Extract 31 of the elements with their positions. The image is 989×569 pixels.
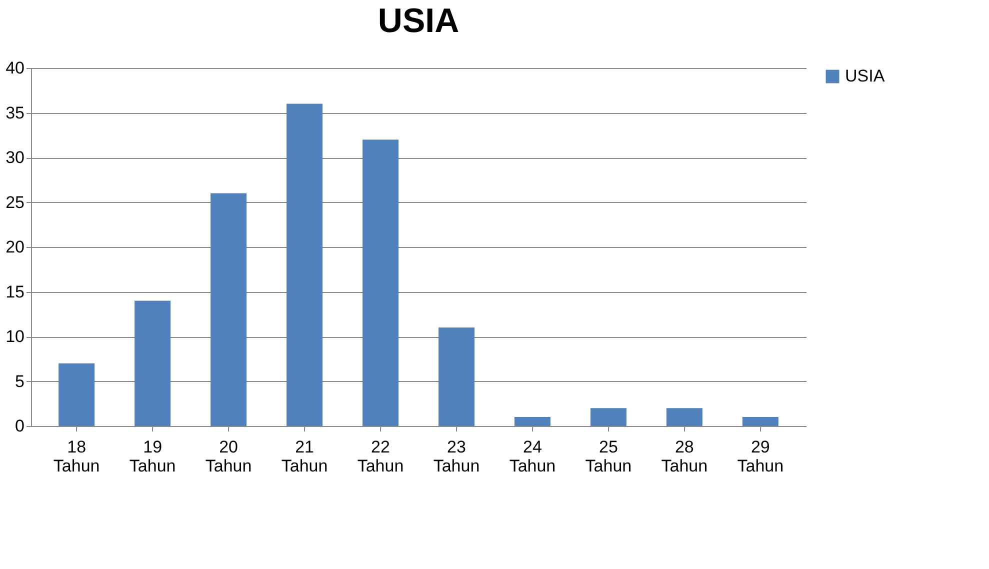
x-tick-label: 19 Tahun bbox=[129, 438, 176, 476]
y-tick-label: 5 bbox=[15, 372, 24, 391]
bar bbox=[210, 193, 247, 426]
bar bbox=[590, 408, 626, 426]
x-tick-label: 25 Tahun bbox=[585, 438, 632, 476]
y-tick-label: 40 bbox=[6, 58, 24, 78]
bar bbox=[666, 408, 702, 426]
y-tick-label: 35 bbox=[6, 103, 24, 122]
x-tick-label: 22 Tahun bbox=[357, 438, 404, 476]
bar bbox=[438, 328, 474, 426]
y-tick-label: 15 bbox=[6, 282, 24, 302]
x-tick-label: 20 Tahun bbox=[205, 438, 252, 476]
legend-label: USIA bbox=[845, 66, 886, 86]
x-tick-label: 23 Tahun bbox=[433, 438, 480, 476]
y-tick-label: 25 bbox=[6, 192, 24, 212]
y-tick-label: 30 bbox=[6, 148, 24, 167]
bar bbox=[362, 140, 399, 426]
x-tick-label: 29 Tahun bbox=[737, 438, 784, 476]
x-tick-label: 28 Tahun bbox=[661, 438, 708, 476]
y-tick-label: 10 bbox=[6, 327, 24, 346]
bar bbox=[134, 300, 171, 426]
bar bbox=[286, 104, 323, 426]
y-tick-label: 20 bbox=[6, 238, 24, 256]
bar bbox=[742, 417, 778, 426]
x-tick-label: 24 Tahun bbox=[509, 438, 556, 476]
x-tick-label: 18 Tahun bbox=[53, 438, 100, 476]
x-tick-label: 21 Tahun bbox=[281, 438, 328, 476]
y-tick-label: 0 bbox=[15, 416, 24, 436]
bar bbox=[514, 417, 550, 426]
chart-title: USIA bbox=[378, 2, 460, 40]
bar bbox=[58, 363, 95, 426]
